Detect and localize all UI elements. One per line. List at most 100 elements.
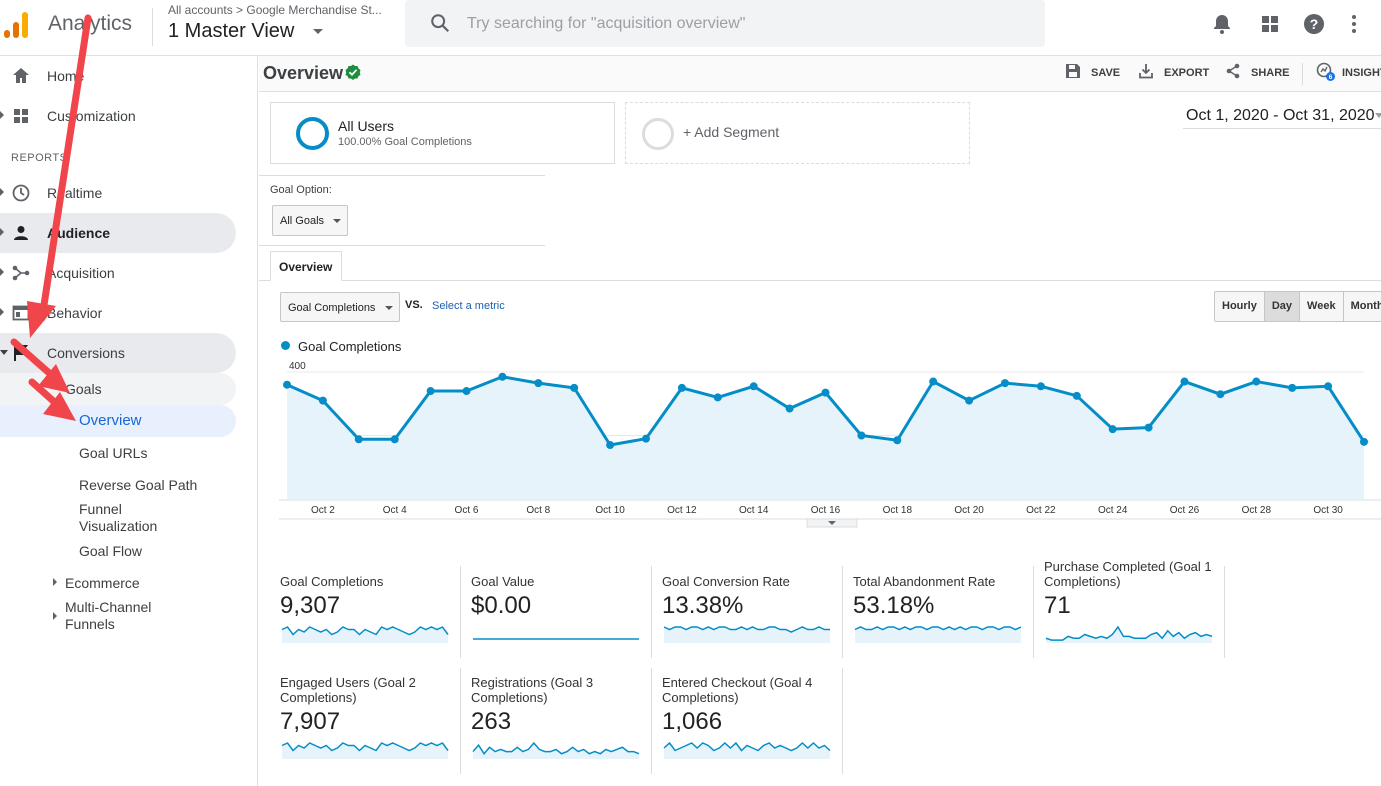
nav-item-funnel-line2[interactable]: Visualization [79,518,158,534]
scorecard[interactable]: Purchase Completed (Goal 1 Completions) 7… [1044,559,1225,644]
sparkline-area [1046,627,1212,643]
tab-label: Overview [279,260,333,274]
primary-metric-select[interactable]: Goal Completions [280,292,400,322]
apps-grid-icon[interactable] [1258,12,1282,36]
report-toolbar: Overview SAVE EXPORT SHARE 6 INSIGHTS [259,56,1381,92]
nav-label: Overview [79,412,142,429]
data-point [354,435,363,444]
granularity-hourly[interactable]: Hourly [1215,292,1265,321]
nav-item-acquisition[interactable]: Acquisition [0,253,236,293]
x-tick-label: Oct 4 [383,505,407,516]
main-content: Overview SAVE EXPORT SHARE 6 INSIGHTS [259,56,1381,786]
chevron-down-icon [828,521,836,525]
notifications-bell-icon[interactable] [1210,12,1234,36]
tab-overview[interactable]: Overview [270,251,342,281]
scorecard-value: 7,907 [280,708,341,735]
nav-label: Home [47,68,85,84]
export-icon [1139,64,1153,79]
scorecard-divider [1033,566,1034,658]
expand-icon [0,308,4,316]
analytics-logo-icon[interactable] [2,10,32,40]
x-tick-label: Oct 30 [1313,505,1343,516]
search-bar[interactable] [405,0,1045,47]
data-point [1216,390,1225,399]
scorecard-value: 13.38% [662,592,744,619]
granularity-day[interactable]: Day [1264,292,1301,321]
nav-item-funnel-line1[interactable]: Funnel [79,501,122,517]
browser-window-icon [12,305,30,321]
data-point [426,387,435,396]
scorecard[interactable]: Total Abandonment Rate 53.18% [853,574,1034,644]
scorecard[interactable]: Registrations (Goal 3 Completions) 263 [471,675,652,760]
scorecard-sparkline [663,741,831,759]
nav-item-goal-flow[interactable]: Goal Flow [79,543,143,559]
scorecard[interactable]: Goal Conversion Rate 13.38% [662,574,843,644]
scorecard[interactable]: Entered Checkout (Goal 4 Completions) 1,0… [662,675,843,760]
goal-option-select[interactable]: All Goals [272,205,348,236]
date-dropdown-icon[interactable] [1375,113,1381,118]
granularity-month[interactable]: Month [1350,300,1381,312]
app-name: Analytics [48,12,133,35]
collapse-icon [0,350,8,355]
add-segment-ring-icon [642,118,674,150]
scorecard-title: Total Abandonment Rate [853,574,996,589]
nav-item-ecommerce[interactable]: Ecommerce [65,575,140,591]
x-tick-label: Oct 10 [595,505,625,516]
scorecard[interactable]: Goal Completions 9,307 [280,574,461,644]
nav-item-mcf-line2[interactable]: Funnels [65,616,115,632]
nav-item-goal-urls[interactable]: Goal URLs [79,445,148,461]
nav-item-reverse-goal-path[interactable]: Reverse Goal Path [79,477,198,493]
data-point [1001,379,1009,388]
view-dropdown-icon[interactable] [313,29,323,34]
person-icon [14,226,28,240]
select-metric-link[interactable]: Select a metric [432,300,505,312]
insights-label: INSIGHTS [1342,67,1381,79]
expand-icon [0,228,4,236]
expand-icon [53,612,57,620]
add-segment-label: + Add Segment [683,124,780,140]
scorecard-divider [842,668,843,774]
left-nav: Home Customization REPORTS Realtime Audi… [0,56,258,786]
add-segment-button[interactable]: + Add Segment [625,102,970,164]
sparkline-line [663,626,830,633]
vs-label: VS. [405,299,423,311]
date-range-picker[interactable]: Oct 1, 2020 - Oct 31, 2020 [1186,107,1375,124]
nav-item-mcf-line1[interactable]: Multi-Channel [65,599,152,615]
account-breadcrumb[interactable]: All accounts > Google Merchandise St... [168,3,382,17]
nav-item-behavior[interactable]: Behavior [0,293,236,333]
data-point [1180,377,1189,386]
nav-item-goals-overview[interactable]: Overview [0,405,236,437]
nav-item-conversions[interactable]: Conversions [0,333,236,373]
sparkline-area [473,743,639,759]
scorecard[interactable]: Goal Value $0.00 [471,574,652,644]
view-selector[interactable]: 1 Master View [168,20,295,42]
scorecard-divider [460,668,461,774]
acquisition-icon [12,265,30,281]
data-point [1072,391,1081,400]
data-point [1288,383,1297,392]
more-vert-icon[interactable] [1342,12,1366,36]
nav-item-realtime[interactable]: Realtime [0,173,236,213]
nav-item-audience[interactable]: Audience [0,213,236,253]
scorecard[interactable]: Engaged Users (Goal 2 Completions) 7,907 [280,675,461,760]
help-icon[interactable]: ? [1302,12,1326,36]
nav-item-customization[interactable]: Customization [0,96,236,136]
data-point [677,383,686,392]
data-point [570,383,579,392]
nav-label: Customization [47,108,136,124]
nav-item-home[interactable]: Home [0,56,236,96]
nav-item-goals[interactable]: Goals [0,373,236,405]
segment-all-users[interactable]: All Users 100.00% Goal Completions [270,102,615,164]
scorecard-title: Goal Completions [280,574,384,589]
granularity-week[interactable]: Week [1300,292,1344,321]
divider [259,175,545,176]
header-divider [152,8,153,46]
sparkline-line [1045,625,1213,641]
tab-baseline [259,280,1381,281]
search-input[interactable] [467,12,1027,36]
date-range-underline [1183,128,1381,129]
nav-label: Acquisition [47,265,115,281]
x-tick-label: Oct 18 [883,505,913,516]
goal-option-value: All Goals [280,215,325,227]
